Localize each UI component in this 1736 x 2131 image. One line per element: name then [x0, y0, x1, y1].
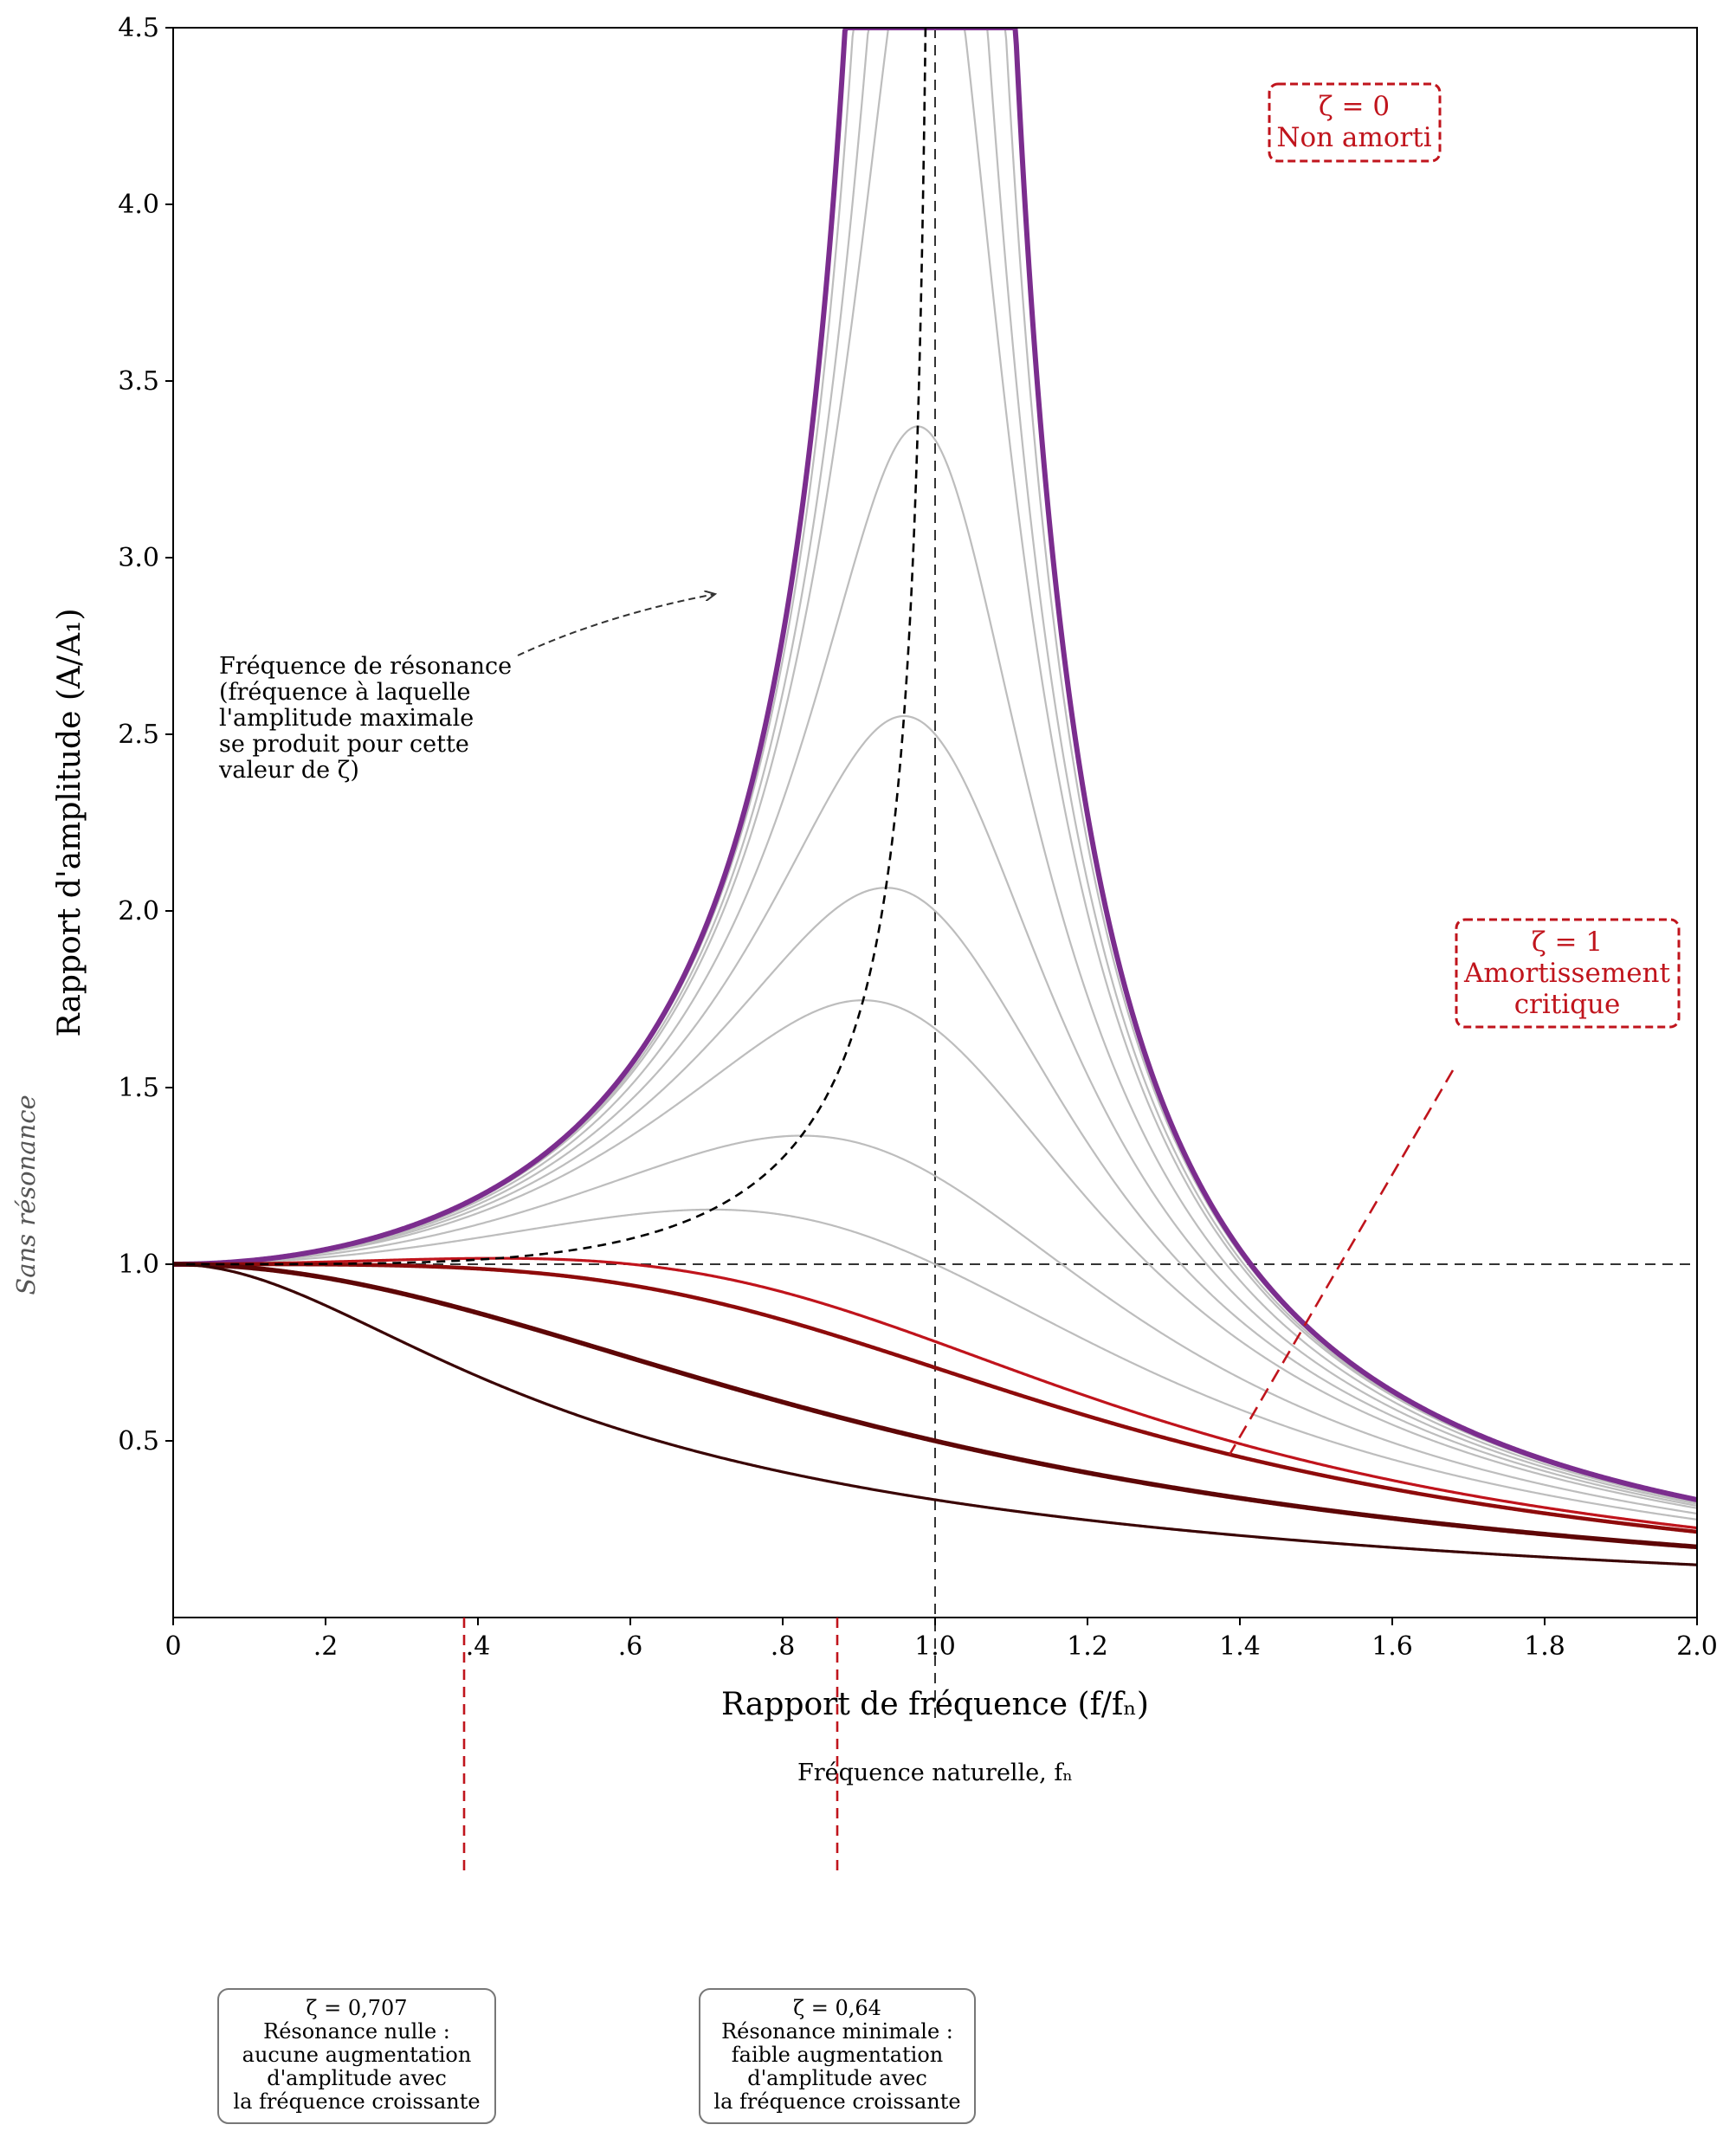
x-axis-ticks: 0 .2 .4 .6 .8 1.0 1.2 1.4 1.6 1.8 2.0: [165, 1618, 1718, 1662]
curves: [173, 28, 1697, 1566]
x-tick-label: .8: [771, 1631, 796, 1662]
x-tick-label: .6: [618, 1631, 643, 1662]
curve-series-8: [173, 1134, 1697, 1515]
x-tick-label: 1.2: [1067, 1631, 1108, 1662]
y-tick-label: 1.5: [118, 1073, 159, 1103]
svg-text:d'amplitude avec: d'amplitude avec: [267, 2066, 447, 2090]
svg-text:Résonance nulle :: Résonance nulle :: [263, 2019, 450, 2044]
svg-text:aucune augmentation: aucune augmentation: [242, 2043, 472, 2067]
x-tick-label: 1.4: [1219, 1631, 1261, 1662]
y-tick-label: 4.5: [118, 13, 159, 43]
x-tick-label: 1.0: [914, 1631, 956, 1662]
x-tick-label: 0: [165, 1631, 181, 1662]
curve-series-13: [173, 1262, 1697, 1566]
y-tick-label: 3.5: [118, 366, 159, 397]
curve-series-6: [173, 887, 1697, 1508]
curve-series-5: [173, 714, 1697, 1505]
svg-text:la fréquence croissante: la fréquence croissante: [713, 2089, 960, 2114]
y-axis-ticks: 0.5 1.0 1.5 2.0 2.5 3.0 3.5 4.0 4.5: [118, 13, 173, 1456]
curve-series-11: [173, 1262, 1697, 1534]
svg-text:Non amorti: Non amorti: [1276, 122, 1431, 153]
y-tick-label: 3.0: [118, 543, 159, 573]
curve-series-0: [173, 28, 1697, 1502]
min-resonance-box: ζ = 0,64 Résonance minimale : faible aug…: [699, 1988, 976, 2124]
svg-text:(fréquence à laquelle: (fréquence à laquelle: [219, 679, 470, 706]
y-axis-title: Rapport d'amplitude (A/A₁): [52, 609, 87, 1037]
curve-series-9: [173, 1208, 1697, 1521]
svg-text:ζ = 0,64: ζ = 0,64: [793, 1996, 881, 2020]
side-label-no-resonance: Sans résonance: [11, 1095, 41, 1295]
critical-damping-leader-line: [1228, 1069, 1455, 1456]
svg-text:Résonance minimale :: Résonance minimale :: [721, 2019, 953, 2044]
svg-text:valeur de ζ): valeur de ζ): [218, 757, 359, 784]
y-tick-label: 0.5: [118, 1426, 159, 1456]
curve-series-10: [173, 1256, 1697, 1530]
resonance-frequency-note: Fréquence de résonance (fréquence à laqu…: [218, 653, 512, 784]
x-tick-label: .4: [466, 1631, 491, 1662]
svg-text:la fréquence croissante: la fréquence croissante: [233, 2089, 480, 2114]
curve-series-7: [173, 999, 1697, 1509]
undamped-label-box: ζ = 0 Non amorti: [1268, 82, 1442, 163]
x-axis-title: Rapport de fréquence (f/fₙ): [721, 1687, 1149, 1722]
y-tick-label: 1.0: [118, 1250, 159, 1280]
x-tick-label: 1.8: [1524, 1631, 1565, 1662]
svg-text:faible augmentation: faible augmentation: [732, 2043, 943, 2067]
x-tick-label: 1.6: [1371, 1631, 1413, 1662]
svg-text:Amortissement: Amortissement: [1463, 958, 1671, 989]
y-tick-label: 2.5: [118, 720, 159, 750]
svg-text:l'amplitude maximale: l'amplitude maximale: [219, 705, 474, 732]
svg-text:critique: critique: [1514, 989, 1621, 1020]
x-tick-label: 2.0: [1676, 1631, 1718, 1662]
svg-text:Fréquence de résonance: Fréquence de résonance: [219, 653, 512, 680]
y-tick-label: 4.0: [118, 190, 159, 220]
y-tick-label: 2.0: [118, 896, 159, 927]
natural-frequency-label: Fréquence naturelle, fₙ: [797, 1760, 1073, 1786]
svg-text:d'amplitude avec: d'amplitude avec: [747, 2066, 927, 2090]
svg-text:ζ = 1: ζ = 1: [1532, 927, 1603, 958]
no-resonance-box: ζ = 0,707 Résonance nulle : aucune augme…: [217, 1988, 496, 2124]
svg-text:ζ = 0: ζ = 0: [1319, 91, 1390, 122]
resonance-locus: [186, 28, 937, 1266]
x-tick-label: .2: [313, 1631, 339, 1662]
critical-damping-label-box: ζ = 1 Amortissement critique: [1455, 918, 1681, 1029]
svg-text:se produit pour cette: se produit pour cette: [219, 731, 469, 758]
resonance-note-arrow: [517, 594, 715, 656]
svg-text:ζ = 0,707: ζ = 0,707: [306, 1996, 407, 2020]
curve-series-12: [173, 1262, 1697, 1550]
